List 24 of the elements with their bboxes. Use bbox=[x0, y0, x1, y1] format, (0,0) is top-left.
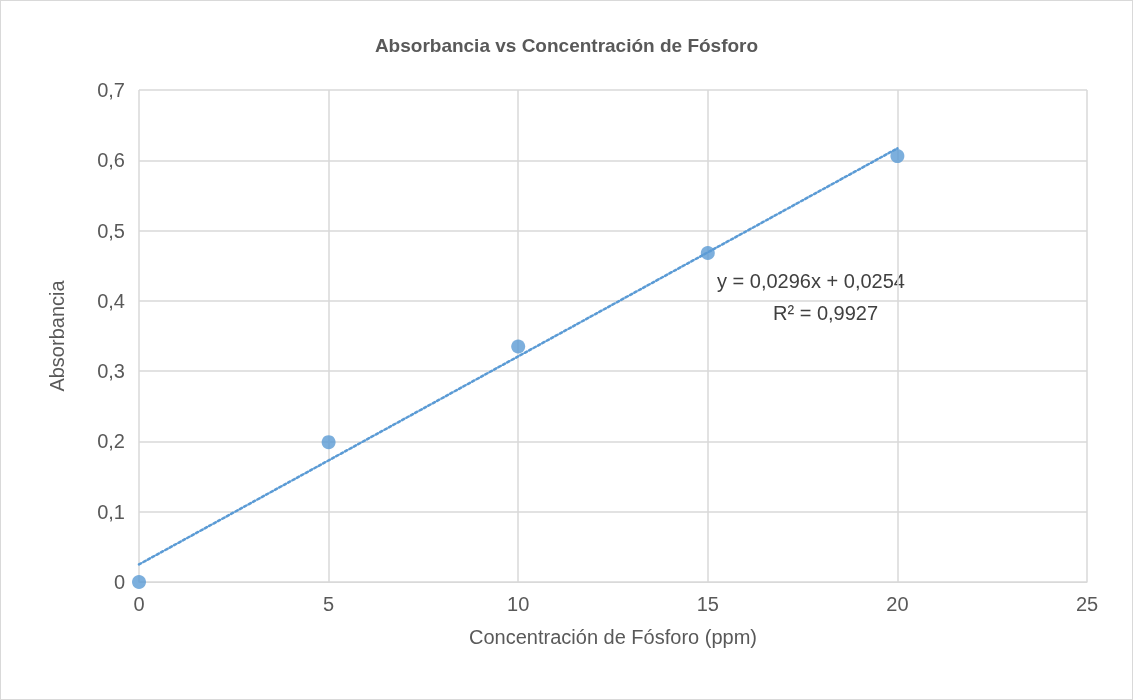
y-axis-title: Absorbancia bbox=[46, 279, 68, 392]
x-tick-label: 15 bbox=[696, 593, 719, 615]
y-tick-label: 0,2 bbox=[97, 430, 125, 453]
annotation: y = 0,0296x + 0,0254 bbox=[717, 270, 905, 292]
point bbox=[321, 435, 336, 450]
y-tick-label: 0,3 bbox=[97, 360, 125, 383]
x-axis-title: Concentración de Fósforo (ppm) bbox=[469, 626, 757, 648]
point bbox=[700, 246, 715, 261]
point bbox=[890, 149, 905, 164]
x-tick-label: 25 bbox=[1075, 593, 1099, 615]
y-tick-label: 0,4 bbox=[97, 289, 125, 312]
y-tick-label: 0,6 bbox=[97, 149, 125, 172]
x-tick-label: 0 bbox=[133, 593, 145, 615]
y-tick-label: 0,1 bbox=[97, 500, 125, 523]
y-tick-label: 0 bbox=[113, 571, 125, 593]
y-tick-label: 0,5 bbox=[97, 219, 125, 242]
x-tick-label: 10 bbox=[507, 593, 530, 615]
chart-title: Absorbancia vs Concentración de Fósforo bbox=[374, 35, 759, 56]
x-tick-label: 5 bbox=[323, 593, 335, 615]
point bbox=[511, 339, 526, 354]
annotation: R² = 0,9927 bbox=[773, 302, 879, 324]
y-tick-label: 0,7 bbox=[97, 79, 125, 101]
x-tick-label: 20 bbox=[886, 593, 909, 615]
point bbox=[132, 575, 146, 589]
